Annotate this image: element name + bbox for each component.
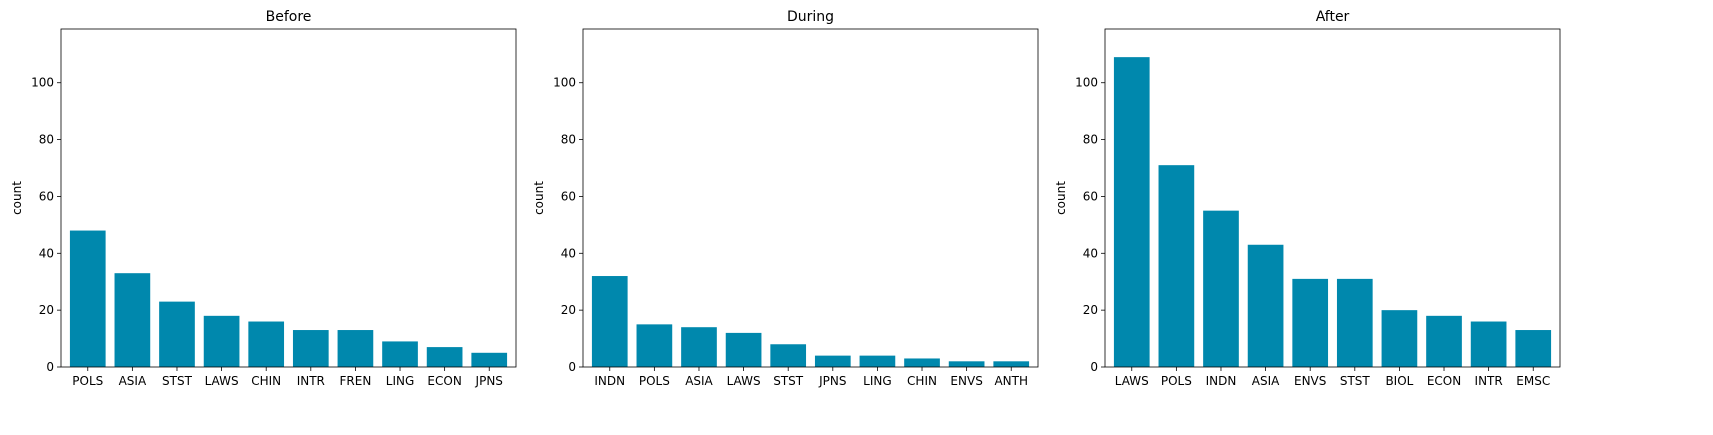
bar-fren (337, 330, 374, 367)
x-tick-label: POLS (639, 374, 670, 388)
x-tick-label: LING (386, 374, 415, 388)
y-tick-label: 80 (561, 133, 576, 147)
x-tick-label: ASIA (1252, 374, 1280, 388)
y-tick-label: 60 (39, 189, 54, 203)
y-tick-label: 20 (1083, 303, 1098, 317)
axes-frame (582, 28, 1039, 368)
x-tick-label: CHIN (251, 374, 281, 388)
y-tick-label: 0 (46, 360, 54, 374)
x-tick-label: LAWS (205, 374, 239, 388)
bar-chin (904, 358, 940, 367)
x-tick-label: INTR (297, 374, 325, 388)
bar-envs (948, 361, 985, 367)
bar-laws (203, 315, 240, 367)
bar-econ (1426, 315, 1462, 367)
bar-jpns (471, 352, 508, 367)
chart-panel-0: POLS ASIA STST LAWS CHIN INTR FREN LING ECON JPNS… (10, 9, 517, 388)
x-tick-label: POLS (1161, 374, 1192, 388)
x-tick-label: ECON (427, 374, 461, 388)
bar-pols (1158, 165, 1195, 367)
y-axis-label: count (1054, 181, 1068, 215)
x-tick-label: STST (773, 374, 804, 388)
chart-panel-1: INDN POLS ASIA LAWS STST JPNS LING CHIN ENVS ANTH… (532, 9, 1039, 388)
x-tick-label: BIOL (1385, 374, 1413, 388)
bar-ling (382, 341, 418, 367)
bar-econ (426, 347, 463, 367)
bar-anth (993, 361, 1030, 367)
bar-indn (591, 276, 628, 367)
bar-ling (859, 355, 896, 367)
y-tick-label: 40 (1083, 246, 1098, 260)
y-axis-label: count (10, 181, 24, 215)
bar-intr (1470, 321, 1507, 367)
y-tick-label: 0 (568, 360, 576, 374)
bar-stst (1336, 278, 1373, 367)
bar-laws (1113, 57, 1150, 367)
axes-frame (60, 28, 517, 368)
y-tick-label: 40 (561, 246, 576, 260)
x-tick-label: CHIN (907, 374, 937, 388)
chart-title: During (787, 9, 834, 25)
chart-title: After (1316, 9, 1350, 25)
axes-frame (1104, 28, 1561, 368)
x-tick-label: POLS (72, 374, 103, 388)
bar-pols (69, 230, 106, 367)
bar-pols (636, 324, 673, 367)
x-tick-label: INTR (1475, 374, 1503, 388)
x-tick-label: STST (162, 374, 193, 388)
y-tick-label: 60 (1083, 189, 1098, 203)
y-axis-label: count (532, 181, 546, 215)
x-tick-label: ASIA (685, 374, 713, 388)
bar-chin (248, 321, 285, 367)
y-tick-label: 60 (561, 189, 576, 203)
x-tick-label: ENVS (1294, 374, 1326, 388)
y-tick-label: 100 (1075, 76, 1098, 90)
bar-asia (681, 327, 717, 367)
x-tick-label: JPNS (475, 374, 503, 388)
y-tick-label: 20 (39, 303, 54, 317)
x-tick-label: INDN (594, 374, 625, 388)
x-tick-label: ENVS (950, 374, 982, 388)
y-tick-label: 100 (31, 76, 54, 90)
bar-asia (114, 273, 151, 367)
y-tick-label: 20 (561, 303, 576, 317)
bar-indn (1203, 210, 1239, 367)
x-tick-label: ECON (1427, 374, 1461, 388)
x-tick-label: ANTH (994, 374, 1028, 388)
bar-stst (159, 301, 195, 367)
chart-panel-2: LAWS POLS INDN ASIA ENVS STST BIOL ECON INTR EMSC… (1054, 9, 1561, 388)
bar-laws (725, 332, 762, 367)
bar-emsc (1515, 330, 1552, 367)
x-tick-label: EMSC (1516, 374, 1550, 388)
y-tick-label: 80 (1083, 133, 1098, 147)
chart-title: Before (266, 9, 312, 25)
x-tick-label: LAWS (1115, 374, 1149, 388)
y-tick-label: 80 (39, 133, 54, 147)
bar-envs (1292, 278, 1329, 367)
x-tick-label: ASIA (119, 374, 147, 388)
x-tick-label: LAWS (727, 374, 761, 388)
bar-intr (292, 330, 329, 367)
x-tick-label: JPNS (818, 374, 846, 388)
bar-biol (1381, 310, 1418, 367)
y-tick-label: 0 (1090, 360, 1098, 374)
x-tick-label: FREN (340, 374, 372, 388)
x-tick-label: STST (1340, 374, 1371, 388)
bar-jpns (814, 355, 851, 367)
x-tick-label: LING (863, 374, 892, 388)
y-tick-label: 40 (39, 246, 54, 260)
bar-stst (770, 344, 807, 367)
bar-asia (1247, 244, 1284, 367)
y-tick-label: 100 (553, 76, 576, 90)
x-tick-label: INDN (1206, 374, 1237, 388)
